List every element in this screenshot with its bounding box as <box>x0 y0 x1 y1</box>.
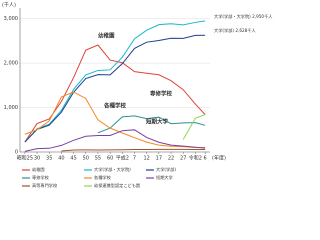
chart: (千人) (年度) 0 1,000 2,000 3,000 昭和25 30 35 40 45 50 55… <box>2 2 273 190</box>
series-line <box>61 148 206 152</box>
series-line <box>24 91 206 149</box>
x-tick-label: 30 <box>34 156 40 162</box>
x-tick-label: 6 <box>204 156 207 162</box>
series-line <box>182 114 206 140</box>
y-unit: (千人) <box>2 2 16 9</box>
x-tick-label: 55 <box>95 156 101 162</box>
legend-label: 高等専門学校 <box>32 182 58 189</box>
x-tick-label: 45 <box>70 156 76 162</box>
legend-label: 各種学校 <box>94 174 112 181</box>
x-tick-label: 令和2 <box>189 155 202 162</box>
x-tick-label: 17 <box>156 156 162 162</box>
legend-label: 幼稚園 <box>32 166 45 173</box>
series-line <box>97 115 206 134</box>
series-line <box>24 44 206 143</box>
legend-label: 専修学校 <box>32 174 50 181</box>
annotation: 大学(学部) 2,628千人 <box>214 27 257 34</box>
annotation: 幼稚園 <box>98 32 115 40</box>
y-tick-label: 0 <box>15 150 18 156</box>
series-line <box>24 34 206 143</box>
annotation: 各種学校 <box>103 102 127 110</box>
x-unit: (年度) <box>212 155 226 162</box>
legend-label: 大学(学部) <box>156 166 176 173</box>
legend-label: 短期大学 <box>156 174 173 181</box>
y-tick-label: 3,000 <box>4 16 18 22</box>
legend-label: 幼保連携型認定こども園 <box>94 182 140 189</box>
x-tick-label: 60 <box>107 156 113 162</box>
x-tick-label: 昭和25 <box>17 155 33 162</box>
x-tick-label: 12 <box>143 156 149 162</box>
y-tick-label: 2,000 <box>4 61 18 67</box>
page: {"chart_data": {"type": "line", "y_unit"… <box>2 1 274 190</box>
x-tick-label: 40 <box>58 156 64 162</box>
annotation: 大学(学部・大学院) 2,950千人 <box>214 13 273 20</box>
x-tick-label: 35 <box>46 156 52 162</box>
x-tick-label: 22 <box>168 156 174 162</box>
x-tick-label: 50 <box>83 156 89 162</box>
x-tick-label: 27 <box>180 156 186 162</box>
annotation: 専修学校 <box>150 90 173 98</box>
x-tick-label: 7 <box>133 156 136 162</box>
x-tick-label: 平成2 <box>116 155 129 162</box>
series-line <box>24 129 206 152</box>
legend-label: 大学(学部・大学院) <box>94 166 131 173</box>
annotation: 短期大学 <box>146 118 169 126</box>
y-tick-label: 1,000 <box>4 105 18 111</box>
series-line <box>24 20 206 143</box>
